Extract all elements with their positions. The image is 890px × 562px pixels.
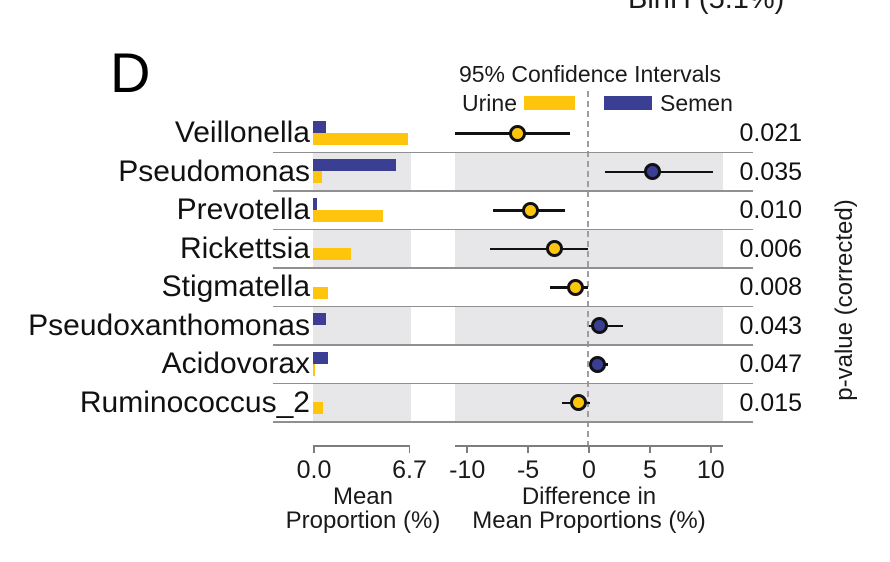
ci-dot <box>508 124 526 142</box>
row-separator <box>273 344 753 346</box>
row-separator <box>273 305 753 308</box>
row-band-left <box>313 383 411 422</box>
urine-bar <box>313 402 324 415</box>
right-axis-tick <box>527 445 529 453</box>
right-tick-label: 5 <box>642 456 657 484</box>
ci-dot <box>522 201 540 219</box>
ci-dot <box>546 240 564 258</box>
right-tick-label: 0 <box>582 456 596 484</box>
right-axis-tick <box>710 445 712 453</box>
row-label: Pseudomonas <box>118 154 310 188</box>
row-label: Pseudoxanthomonas <box>28 308 310 342</box>
semen-bar <box>313 197 318 210</box>
p-value: 0.008 <box>739 273 802 302</box>
row-label: Acidovorax <box>161 347 310 381</box>
left-tick-label: 0.0 <box>296 456 332 484</box>
left-tick-label: 6.7 <box>392 456 427 484</box>
row-band-left <box>313 306 411 345</box>
row-band-left <box>313 152 411 191</box>
row-separator <box>273 267 753 269</box>
semen-bar <box>313 120 327 133</box>
row-separator <box>273 421 753 423</box>
row-separator <box>273 151 753 154</box>
legend-urine-label: Urine <box>462 90 517 116</box>
row-separator <box>273 190 753 192</box>
row-label: Veillonella <box>174 116 310 150</box>
semen-bar <box>313 313 327 326</box>
urine-bar <box>313 171 322 184</box>
p-value: 0.043 <box>739 311 802 340</box>
left-xaxis-title-line1: Mean <box>332 483 394 510</box>
semen-bar <box>313 351 328 364</box>
right-tick-label: -10 <box>449 456 486 484</box>
p-value: 0.047 <box>739 350 802 379</box>
right-axis-tick <box>588 445 590 453</box>
row-separator <box>273 382 753 385</box>
semen-color-swatch <box>604 96 652 110</box>
ci-dot <box>643 163 661 181</box>
ci-dot <box>569 394 587 412</box>
semen-bar <box>313 159 397 172</box>
urine-bar <box>313 363 315 376</box>
left-axis-tick <box>408 445 410 453</box>
legend-semen-label: Semen <box>660 90 733 116</box>
cut-off-top-text: BinH (5.1%) <box>628 0 784 14</box>
right-tick-label: 10 <box>696 456 725 484</box>
left-axis-line <box>313 445 410 447</box>
p-value: 0.015 <box>739 388 802 417</box>
p-value: 0.035 <box>739 157 802 186</box>
row-label: Rickettsia <box>179 231 310 265</box>
left-xaxis-title-line2: Proportion (%) <box>285 507 441 534</box>
right-tick-label: -5 <box>516 456 540 484</box>
p-value: 0.010 <box>739 196 802 225</box>
ci-whisker <box>490 247 588 250</box>
ci-dot <box>589 355 607 373</box>
panel-label-d: D <box>110 41 151 104</box>
right-xaxis-title-line2: Mean Proportions (%) <box>472 507 706 534</box>
zero-difference-dashed-line <box>587 91 589 447</box>
right-xaxis-title-line1: Difference in <box>521 483 657 510</box>
urine-bar <box>313 209 384 222</box>
right-axis-tick <box>649 445 651 453</box>
right-axis-tick <box>466 445 468 453</box>
chart-title: 95% Confidence Intervals <box>458 61 722 87</box>
left-axis-tick <box>313 445 315 453</box>
row-label: Stigmatella <box>161 270 310 304</box>
urine-color-swatch <box>524 96 575 110</box>
row-label: Ruminococcus_2 <box>79 385 310 419</box>
ci-dot <box>567 278 585 296</box>
urine-bar <box>313 132 409 145</box>
row-label: Prevotella <box>176 193 310 227</box>
urine-bar <box>313 286 328 299</box>
ci-dot <box>591 317 609 335</box>
row-separator <box>273 228 753 231</box>
urine-bar <box>313 248 352 261</box>
p-value: 0.006 <box>739 234 802 263</box>
p-value: 0.021 <box>739 119 802 148</box>
